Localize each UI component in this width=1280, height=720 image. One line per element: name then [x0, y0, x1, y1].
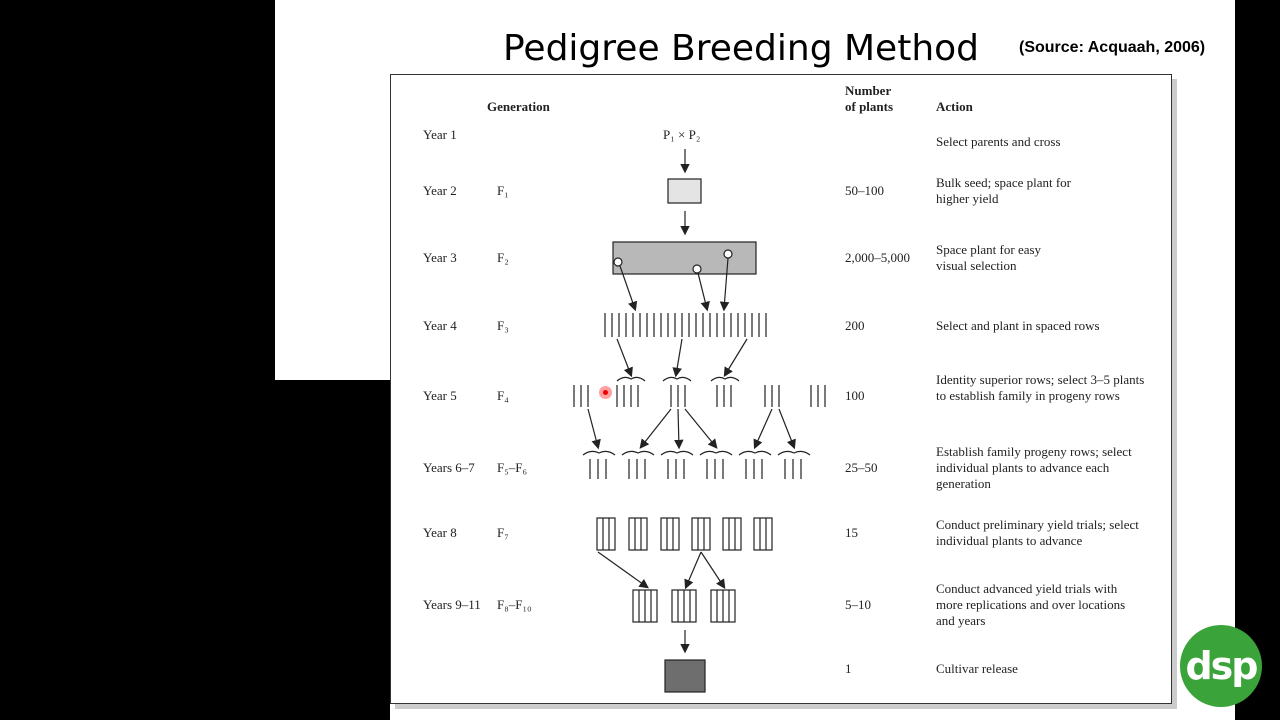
header-action: Action	[936, 99, 973, 114]
f3-rows	[604, 313, 767, 337]
f7-yield-plots	[596, 517, 773, 551]
action-text: Conduct preliminary yield trials; select…	[936, 517, 1139, 548]
f2-selected-plant	[613, 257, 623, 267]
generation-label: F₄	[497, 388, 509, 403]
year-label: Year 1	[423, 127, 457, 142]
laser-pointer	[599, 386, 612, 399]
year-label: Year 4	[423, 318, 457, 333]
generation-label: F₈–F₁₀	[497, 597, 532, 612]
year-label: Year 8	[423, 525, 457, 540]
f8-f10-yield-plots	[632, 589, 736, 623]
f2-selected-plant	[692, 264, 702, 274]
plant-count: 5–10	[845, 597, 871, 612]
header-generation: Generation	[487, 99, 550, 114]
action-text: Establish family progeny rows; select in…	[936, 444, 1132, 491]
f4-rows	[573, 376, 826, 407]
action-text: Identity superior rows; select 3–5 plant…	[936, 372, 1145, 403]
action-text: Select parents and cross	[936, 134, 1061, 149]
generation-label: F₅–F₆	[497, 460, 528, 475]
dsp-logo: dsp	[1180, 625, 1262, 707]
plant-count: 1	[845, 661, 852, 676]
f2-box	[612, 241, 757, 275]
year-label: Year 5	[423, 388, 457, 403]
source-citation: (Source: Acquaah, 2006)	[1019, 39, 1206, 56]
generation-label: F₃	[497, 318, 509, 333]
plant-count: 15	[845, 525, 858, 540]
generation-label: F₂	[497, 250, 509, 265]
cultivar-box	[664, 659, 706, 693]
f1-box	[667, 178, 702, 204]
plant-count: 100	[845, 388, 865, 403]
pedigree-diagram: Generation Number of plants Action P₁ × …	[390, 74, 1172, 704]
generation-label: F₁	[497, 183, 509, 198]
action-text: Cultivar release	[936, 661, 1018, 676]
action-text: Select and plant in spaced rows	[936, 318, 1100, 333]
year-label: Years 9–11	[423, 597, 481, 612]
plant-count: 200	[845, 318, 865, 333]
presenter-video	[0, 380, 390, 720]
year-label: Year 2	[423, 183, 457, 198]
cross-label: P₁ × P₂	[663, 127, 701, 142]
f5-f6-family-rows	[582, 450, 811, 479]
action-text: Bulk seed; space plant for higher yield	[936, 175, 1072, 206]
plant-count: 50–100	[845, 183, 884, 198]
f2-selected-plant	[723, 249, 733, 259]
year-label: Year 3	[423, 250, 457, 265]
generation-label: F₇	[497, 525, 509, 540]
plant-count: 2,000–5,000	[845, 250, 910, 265]
slide-title: Pedigree Breeding Method	[503, 28, 980, 69]
action-text: Space plant for easy visual selection	[936, 242, 1042, 273]
action-text: Conduct advanced yield trials with more …	[936, 581, 1126, 628]
diagram-graphics	[573, 149, 826, 693]
plant-count: 25–50	[845, 460, 878, 475]
header-number-of-plants: Number of plants	[845, 83, 894, 114]
year-label: Years 6–7	[423, 460, 475, 475]
